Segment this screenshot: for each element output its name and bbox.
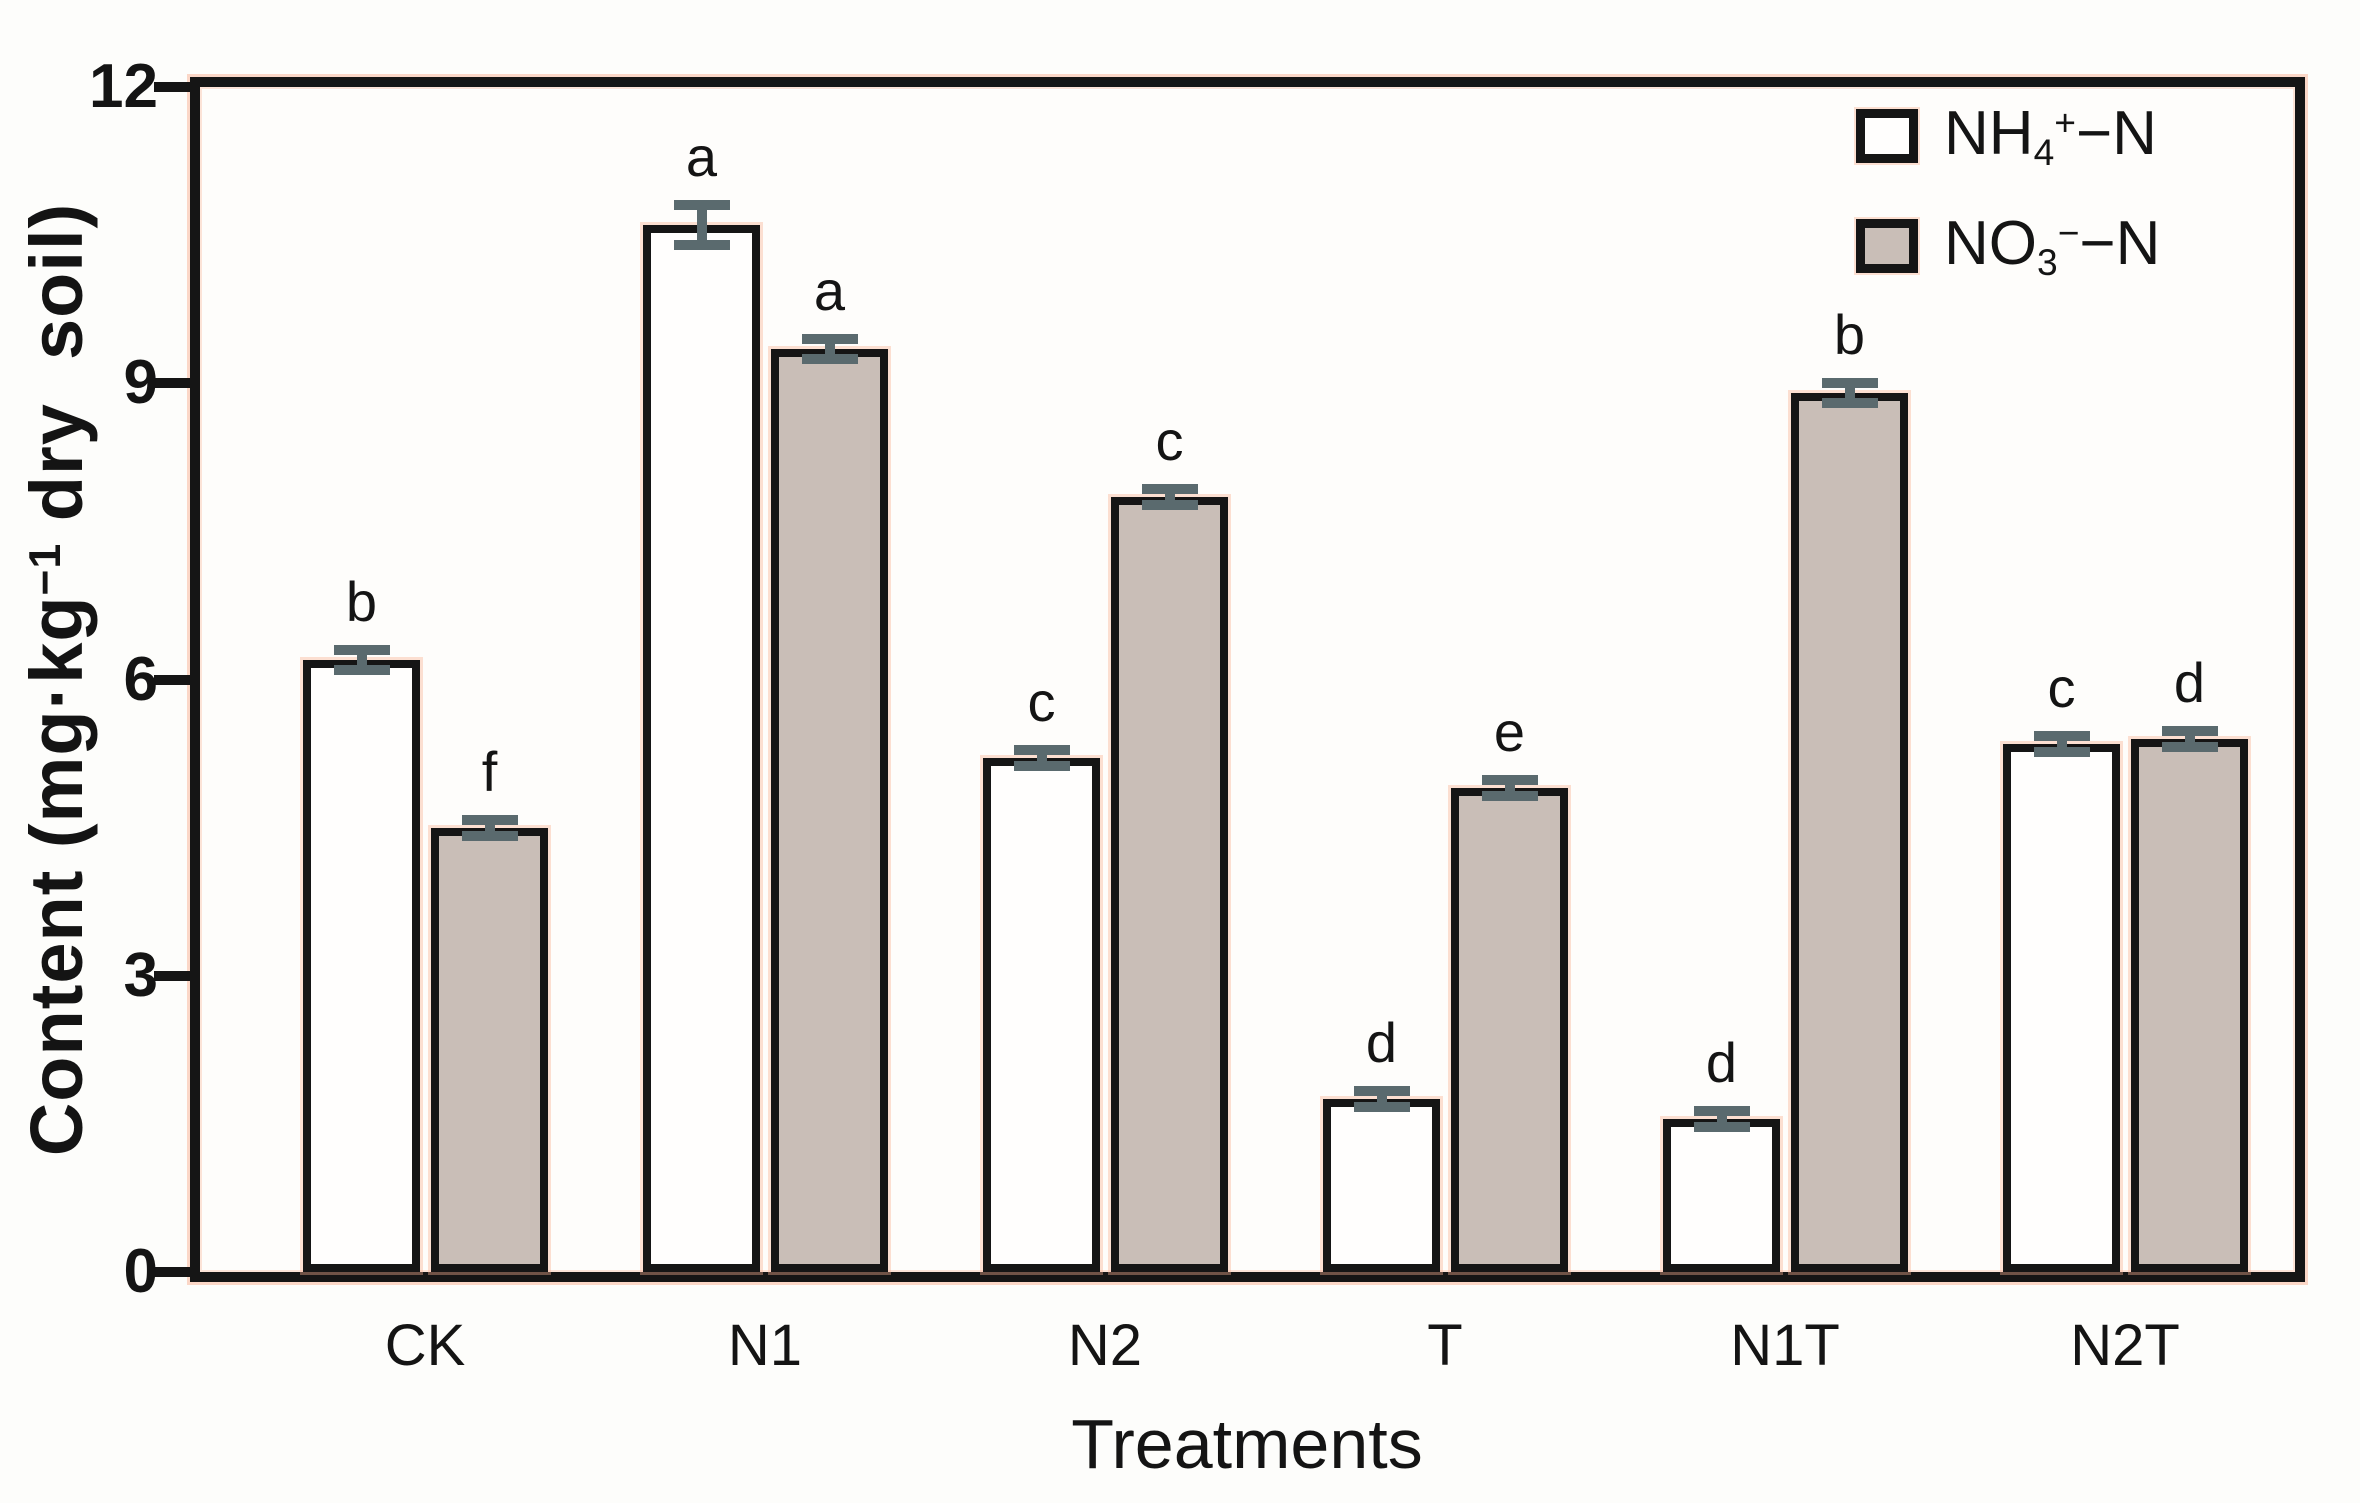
error-bar-cap-bottom	[801, 354, 858, 364]
y-tick	[154, 1267, 190, 1277]
x-category-label: N1T	[1730, 1313, 1840, 1378]
bar-nh4-n1	[643, 225, 760, 1272]
x-category-label: CK	[384, 1313, 466, 1378]
error-bar-cap-bottom	[1353, 1102, 1410, 1112]
error-bar-line	[696, 205, 707, 245]
error-bar-cap-bottom	[1693, 1122, 1750, 1132]
error-bar-line	[2056, 736, 2067, 752]
legend: NH4+−N NO3−−N	[1856, 98, 2160, 318]
bar-nh4-n1t	[1663, 1119, 1780, 1272]
bar-nh4-n2	[983, 758, 1100, 1272]
legend-swatch-no3	[1856, 219, 1918, 274]
y-axis-title-exponent: −1	[20, 542, 70, 596]
x-category-label: N1	[727, 1313, 803, 1378]
bar-nh4-ck	[303, 660, 420, 1272]
bar-no3-n2	[1111, 497, 1228, 1272]
y-tick-label: 3	[123, 941, 158, 1010]
sig-letter: c	[1155, 409, 1184, 472]
error-bar-line	[1844, 383, 1855, 403]
plot-area: b f a a c c d e d b c d	[154, 77, 2305, 1282]
error-bar-cap-bottom	[1013, 761, 1070, 771]
legend-item-nh4: NH4+−N	[1856, 98, 2160, 174]
legend-label-nh4-sub: 4	[2033, 131, 2055, 174]
y-tick	[154, 675, 190, 685]
legend-label-nh4: NH4+−N	[1944, 98, 2157, 174]
y-tick-label: 6	[123, 645, 158, 714]
legend-swatch-nh4	[1856, 109, 1918, 164]
sig-letter: c	[2047, 656, 2076, 719]
error-bar-cap-bottom	[2033, 747, 2090, 757]
y-tick-label: 0	[123, 1237, 158, 1306]
x-category-label: N2	[1067, 1313, 1143, 1378]
y-tick	[154, 971, 190, 981]
error-bar-line	[356, 650, 367, 670]
sig-letter: a	[685, 125, 718, 188]
error-bar-line	[1036, 750, 1047, 766]
x-category-label: T	[1427, 1313, 1463, 1378]
y-tick-label: 9	[123, 348, 158, 417]
error-bar-cap-bottom	[1821, 398, 1878, 408]
sig-letter: f	[481, 740, 498, 803]
legend-label-nh4-base: NH	[1944, 99, 2034, 168]
bar-no3-n2t	[2131, 739, 2248, 1272]
bar-no3-n1t	[1791, 393, 1908, 1272]
error-bar-line	[1504, 780, 1515, 796]
error-bar-cap-bottom	[461, 831, 518, 841]
sig-letter: e	[1493, 700, 1526, 763]
bar-no3-t	[1451, 788, 1568, 1272]
error-bar-line	[824, 339, 835, 359]
error-bar-cap-bottom	[1481, 791, 1538, 801]
error-bar-cap-bottom	[673, 240, 730, 250]
error-bar-line	[2184, 731, 2195, 747]
sig-letter: a	[813, 259, 846, 322]
legend-label-no3-suffix: −N	[2079, 209, 2161, 279]
x-axis-title: Treatments	[1071, 1405, 1423, 1483]
bar-nh4-n2t	[2003, 744, 2120, 1272]
sig-letter: b	[345, 570, 378, 633]
sig-letter: c	[1027, 670, 1056, 733]
error-bar-line	[1716, 1111, 1727, 1127]
legend-label-no3-sub: 3	[2037, 241, 2058, 284]
x-category-label: N2T	[2070, 1313, 2180, 1378]
y-tick	[154, 378, 190, 388]
legend-label-no3-base: NO	[1944, 209, 2037, 279]
legend-label-nh4-sup: +	[2054, 101, 2076, 144]
sig-letter: d	[2173, 651, 2206, 714]
bar-no3-n1	[771, 349, 888, 1272]
error-bar-cap-bottom	[1141, 500, 1198, 510]
error-bar-cap-bottom	[2161, 742, 2218, 752]
legend-label-nh4-suffix: −N	[2075, 99, 2157, 168]
bar-no3-ck	[431, 828, 548, 1272]
error-bar-cap-bottom	[333, 665, 390, 675]
error-bar-line	[1376, 1091, 1387, 1107]
error-bar-line	[484, 820, 495, 836]
error-bar-line	[1164, 489, 1175, 505]
sig-letter: b	[1833, 303, 1866, 366]
y-tick-label: 12	[89, 52, 158, 121]
legend-item-no3: NO3−−N	[1856, 208, 2160, 284]
legend-label-no3: NO3−−N	[1944, 208, 2160, 284]
legend-label-no3-sup: −	[2057, 211, 2080, 254]
sig-letter: d	[1705, 1031, 1738, 1094]
y-tick	[154, 82, 190, 92]
sig-letter: d	[1365, 1011, 1398, 1074]
bar-nh4-t	[1323, 1099, 1440, 1272]
